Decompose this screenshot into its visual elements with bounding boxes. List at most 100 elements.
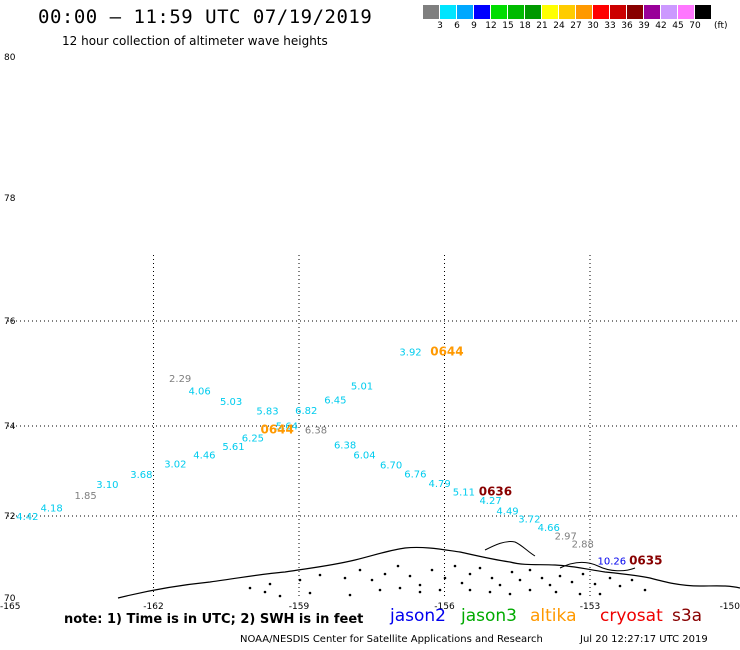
color-tick-label: 6 xyxy=(454,21,460,31)
color-tick-label: 39 xyxy=(638,21,650,31)
wave-height-reading: 6.04 xyxy=(353,450,375,461)
color-tick-label: 9 xyxy=(471,21,477,31)
color-swatch xyxy=(508,5,525,19)
lat-label: 78 xyxy=(4,194,16,204)
pass-time-label: 0644 xyxy=(430,345,463,359)
color-swatch xyxy=(695,5,712,19)
color-tick-label: 21 xyxy=(536,21,548,31)
lake-dot xyxy=(490,576,494,580)
wave-height-reading: 6.38 xyxy=(334,441,356,452)
lake-dot xyxy=(398,586,402,590)
lake-dot xyxy=(248,586,252,590)
lake-dot xyxy=(593,582,597,586)
lake-dot xyxy=(528,588,532,592)
color-tick-label: 27 xyxy=(570,21,582,31)
wave-height-reading: 4.46 xyxy=(193,450,215,461)
color-tick-label: 24 xyxy=(553,21,565,31)
lake-dot xyxy=(468,588,472,592)
lake-dot xyxy=(618,584,622,588)
lake-dot xyxy=(643,588,647,592)
lake-dot xyxy=(578,592,582,596)
lake-dot xyxy=(554,590,558,594)
credit-text: NOAA/NESDIS Center for Satellite Applica… xyxy=(240,634,543,645)
pass-time-label: 0644 xyxy=(260,423,293,437)
lake-dot xyxy=(343,576,347,580)
wave-height-reading: 5.61 xyxy=(222,442,244,453)
lake-dot xyxy=(478,566,482,570)
color-swatch xyxy=(559,5,576,19)
color-legend-unit: (ft) xyxy=(714,21,728,31)
lat-label: 72 xyxy=(4,512,15,522)
wave-height-reading: 3.68 xyxy=(130,470,152,481)
lake-dot xyxy=(438,588,442,592)
wave-height-reading: 4.42 xyxy=(16,512,38,523)
wave-height-reading: 2.29 xyxy=(169,374,191,385)
color-tick-label: 15 xyxy=(502,21,514,31)
satellite-legend-item: s3a xyxy=(672,606,703,626)
lake-dot xyxy=(608,576,612,580)
lake-dot xyxy=(528,568,532,572)
color-swatch xyxy=(661,5,678,19)
wave-height-reading: 5.11 xyxy=(453,487,475,498)
lake-dot xyxy=(278,594,282,598)
lake-dot xyxy=(298,578,302,582)
color-tick-label: 12 xyxy=(485,21,497,31)
lat-label: 76 xyxy=(4,317,16,327)
wave-height-reading: 4.49 xyxy=(496,507,518,518)
lake-dot xyxy=(630,578,634,582)
color-swatch xyxy=(440,5,457,19)
lake-dot xyxy=(383,572,387,576)
generated-timestamp: Jul 20 12:27:17 UTC 2019 xyxy=(580,634,708,645)
lake-dot xyxy=(408,574,412,578)
color-swatch xyxy=(491,5,508,19)
wave-height-reading: 4.18 xyxy=(41,504,63,515)
color-swatch xyxy=(593,5,610,19)
color-swatch xyxy=(457,5,474,19)
color-swatch xyxy=(576,5,593,19)
chart-title: 00:00 – 11:59 UTC 07/19/2019 xyxy=(38,6,373,28)
lake-dot xyxy=(318,573,322,577)
lake-dot xyxy=(418,590,422,594)
wave-height-reading: 5.01 xyxy=(351,381,373,392)
color-swatch xyxy=(423,5,440,19)
chart-subtitle: 12 hour collection of altimeter wave hei… xyxy=(62,34,328,48)
lake-dot xyxy=(460,581,464,585)
lake-dot xyxy=(378,588,382,592)
color-swatch xyxy=(474,5,491,19)
satellite-legend-item: jason3 xyxy=(461,606,517,626)
color-tick-label: 33 xyxy=(604,21,616,31)
lake-dot xyxy=(598,592,602,596)
lake-dot xyxy=(443,576,447,580)
lake-dot xyxy=(488,590,492,594)
lake-dot xyxy=(358,568,362,572)
lon-label: -153 xyxy=(580,602,600,612)
wave-height-reading: 3.02 xyxy=(164,459,186,470)
lake-dot xyxy=(396,564,400,568)
lake-dot xyxy=(510,570,514,574)
wave-height-reading: 5.64 xyxy=(276,422,298,433)
wave-height-reading: 5.83 xyxy=(256,406,278,417)
color-swatch xyxy=(678,5,695,19)
lake-dot xyxy=(581,572,585,576)
wave-height-reading: 6.38 xyxy=(305,426,327,437)
wave-height-reading: 6.70 xyxy=(380,460,402,471)
lake-dot xyxy=(548,583,552,587)
wave-height-reading: 4.27 xyxy=(479,496,501,507)
color-tick-label: 18 xyxy=(519,21,531,31)
satellite-legend-item: altika xyxy=(530,606,577,626)
lake-dot xyxy=(268,582,272,586)
color-swatch xyxy=(542,5,559,19)
lake-dot xyxy=(558,574,562,578)
satellite-legend-item: cryosat xyxy=(600,606,663,626)
lake-dot xyxy=(430,568,434,572)
color-swatch xyxy=(610,5,627,19)
lat-label: 74 xyxy=(4,422,16,432)
coastline xyxy=(117,546,740,599)
lake-dot xyxy=(468,572,472,576)
wave-height-reading: 6.82 xyxy=(295,406,317,417)
lake-dot xyxy=(508,592,512,596)
lake-dot xyxy=(418,583,422,587)
wave-height-reading: 10.26 xyxy=(598,556,627,567)
lat-label: 70 xyxy=(4,594,16,604)
